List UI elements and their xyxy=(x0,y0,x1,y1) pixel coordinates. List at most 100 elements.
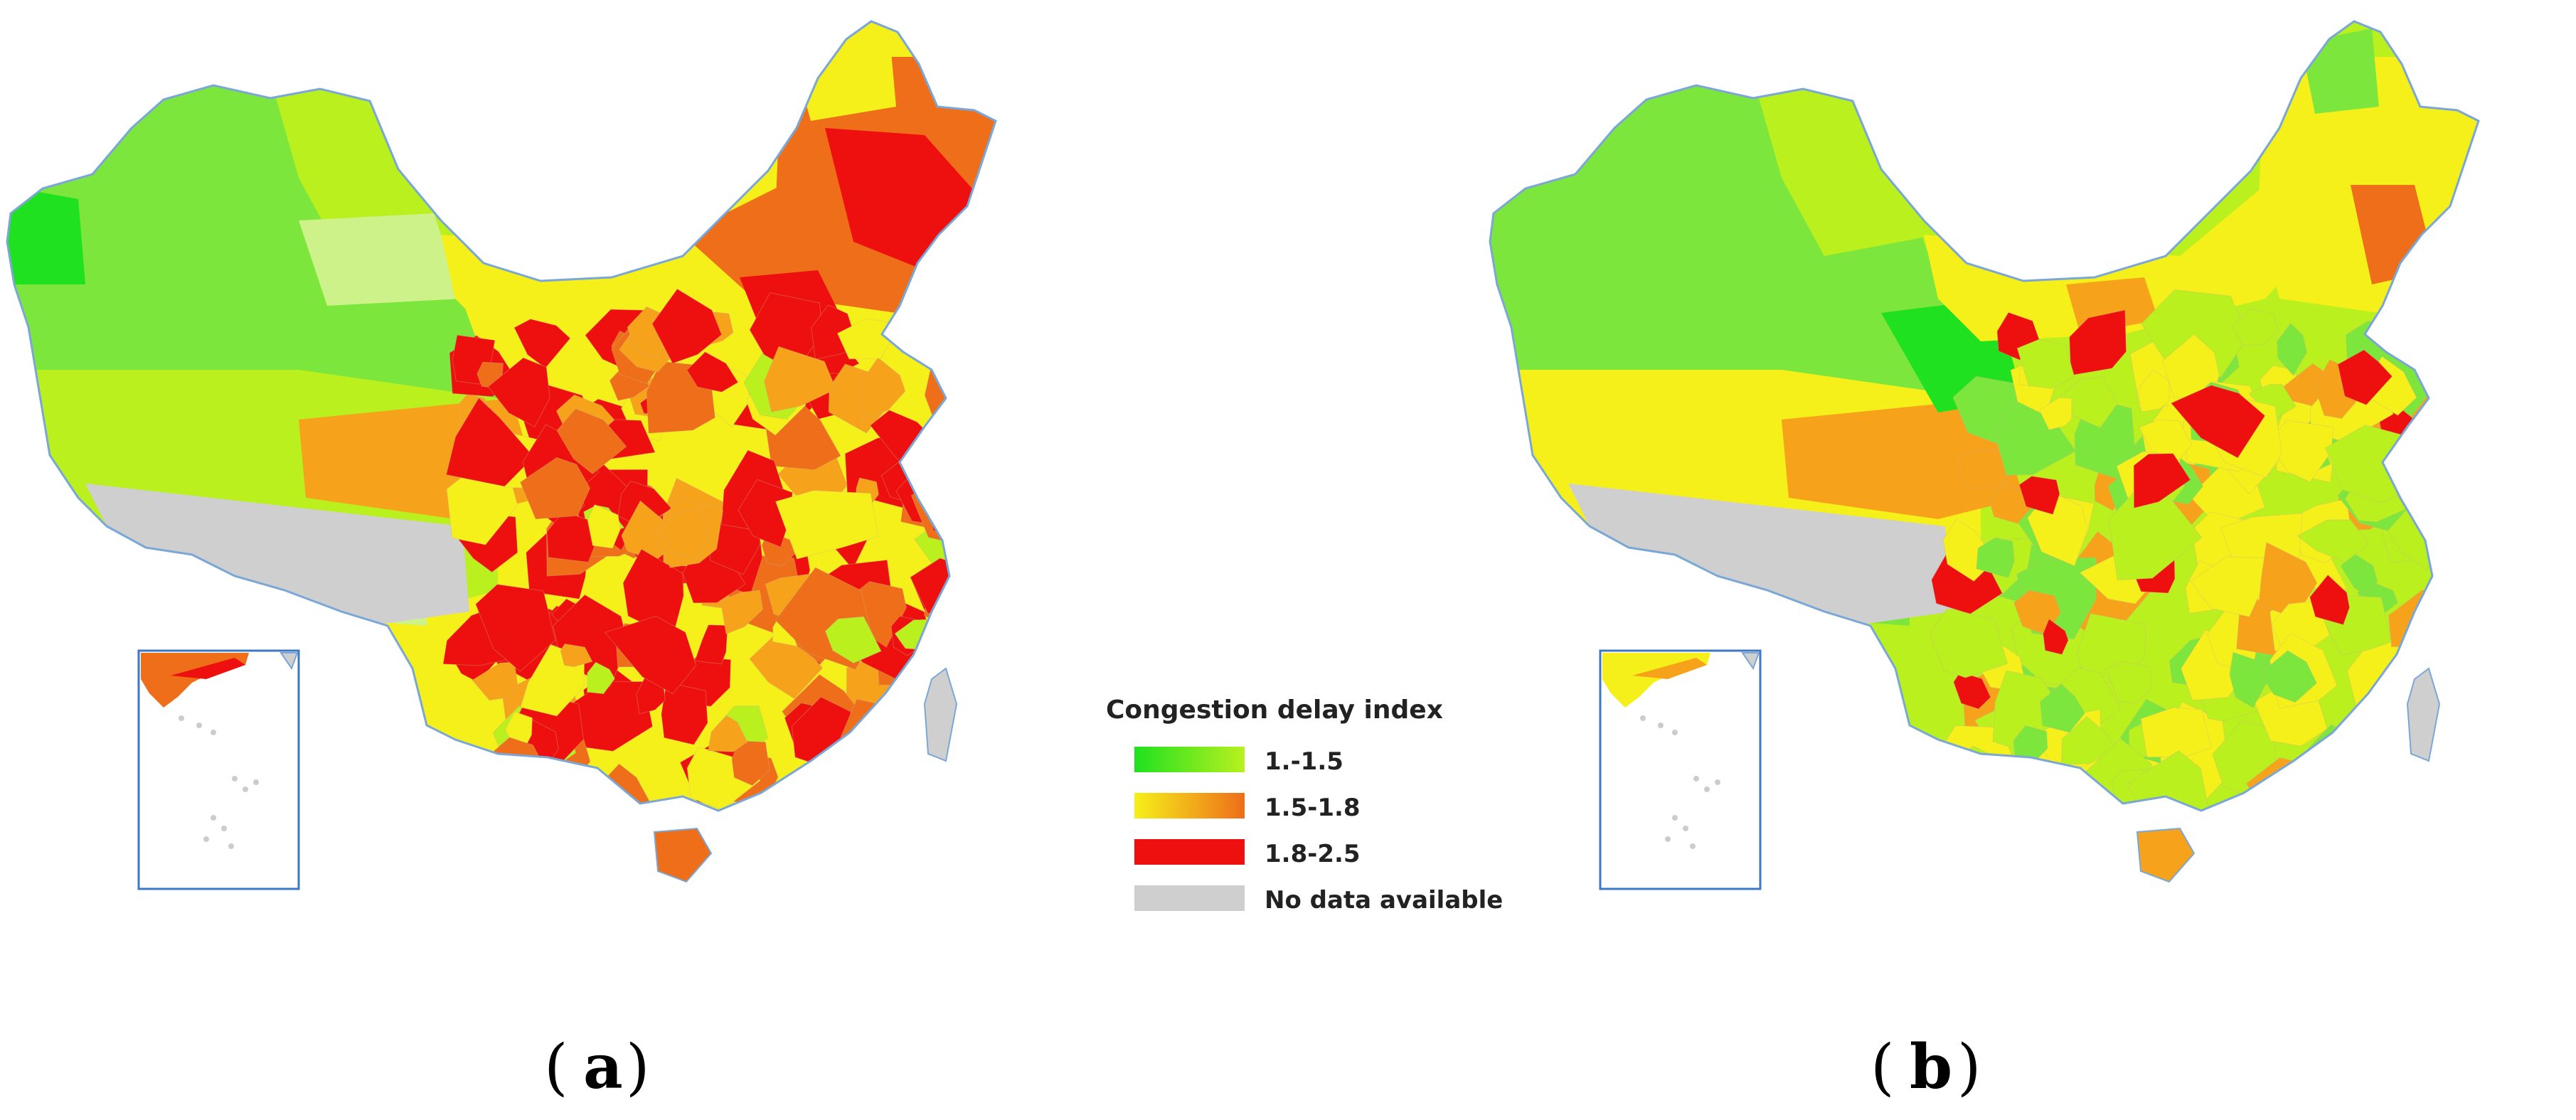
label-letter: a xyxy=(583,1031,623,1103)
prefecture-region xyxy=(2018,476,2060,516)
prefecture-region xyxy=(2060,715,2117,765)
prefecture-region xyxy=(519,457,591,520)
prefecture-region xyxy=(2331,743,2390,792)
prefecture-region xyxy=(560,643,593,668)
prefecture-region xyxy=(2284,767,2336,809)
prefecture-region xyxy=(487,357,550,427)
legend-item: 1.5-1.8 xyxy=(1134,793,1361,822)
legend-label: 1.5-1.8 xyxy=(1265,794,1361,822)
prefecture-region xyxy=(2038,397,2072,431)
prefecture-region xyxy=(1957,449,2008,489)
prefecture-region xyxy=(587,661,615,695)
label-paren-open: ( xyxy=(544,1032,568,1103)
prefecture-region xyxy=(2133,453,2191,509)
south-china-sea-inset xyxy=(1599,649,1762,890)
region-taiwan xyxy=(2406,667,2441,762)
prefecture-region xyxy=(1976,537,2015,579)
prefecture-region xyxy=(868,764,927,811)
prefecture-region xyxy=(928,601,982,645)
prefecture-region xyxy=(2009,769,2057,811)
prefecture-region xyxy=(534,779,572,809)
legend-swatch xyxy=(1134,793,1245,818)
prefecture-region xyxy=(914,765,980,811)
legend: Congestion delay index 1.-1.5 1.5-1.8 1.… xyxy=(1106,695,1503,914)
region-ne-green xyxy=(2301,28,2379,114)
prefecture-region xyxy=(455,765,522,811)
prefecture-region xyxy=(661,681,708,745)
panel-label-a: ( a ) xyxy=(544,1031,650,1103)
prefecture-region xyxy=(2126,750,2209,811)
region-qinghai xyxy=(1782,398,2023,519)
legend-item: No data available xyxy=(1134,885,1503,914)
legend-swatch xyxy=(1134,885,1245,911)
prefecture-region xyxy=(2295,779,2334,811)
prefecture-region xyxy=(1953,671,1991,710)
prefecture-region xyxy=(481,757,540,802)
prefecture-region xyxy=(731,740,770,786)
prefecture-region xyxy=(861,357,906,420)
map-panel-a xyxy=(6,20,997,890)
region-nodata-b xyxy=(1568,484,1952,626)
south-china-sea-inset xyxy=(137,649,300,890)
region-hainan xyxy=(2136,827,2196,883)
prefecture-region xyxy=(2277,322,2308,377)
region-taiwan xyxy=(923,667,958,762)
prefecture-region xyxy=(587,504,621,549)
prefecture-region xyxy=(924,356,996,441)
prefecture-region xyxy=(2137,369,2170,412)
prefecture-region xyxy=(2248,383,2296,418)
region-inner-mongolia xyxy=(1924,142,2365,341)
prefecture-region xyxy=(2043,618,2069,655)
prefecture-region xyxy=(824,616,882,664)
prefecture-region xyxy=(2381,302,2473,365)
label-letter: b xyxy=(1910,1031,1952,1103)
prefecture-region xyxy=(2069,309,2127,376)
legend-title: Congestion delay index xyxy=(1106,695,1443,725)
prefecture-region xyxy=(763,346,837,413)
prefecture-region xyxy=(2340,553,2378,594)
prefecture-region xyxy=(775,490,879,560)
prefecture-region xyxy=(2426,424,2466,461)
prefecture-region xyxy=(2059,375,2118,429)
prefecture-region xyxy=(2309,574,2351,626)
prefecture-region xyxy=(475,584,556,672)
label-paren-close: ) xyxy=(1957,1032,1981,1103)
map-panel-b xyxy=(1489,20,2480,890)
legend-swatch xyxy=(1134,747,1245,772)
china-map-b xyxy=(1489,20,2480,890)
region-west-tip xyxy=(7,185,85,284)
region-west-tip xyxy=(1490,185,1568,284)
prefecture-region xyxy=(651,288,723,364)
prefecture-region xyxy=(708,715,748,752)
region-light xyxy=(299,213,462,306)
prefecture-region xyxy=(2301,759,2352,811)
prefecture-region xyxy=(604,615,697,695)
region-nodata-a xyxy=(85,484,469,626)
prefecture-region xyxy=(2108,481,2203,581)
prefecture-region xyxy=(2140,707,2212,758)
prefecture-region xyxy=(944,620,983,650)
prefecture-region xyxy=(931,493,962,532)
prefecture-region xyxy=(445,397,535,487)
label-paren-close: ) xyxy=(626,1032,650,1103)
prefecture-region xyxy=(935,498,995,538)
legend-swatch xyxy=(1134,839,1245,865)
prefecture-region xyxy=(2232,308,2279,346)
prefecture-region xyxy=(2229,651,2269,709)
prefecture-region xyxy=(2417,301,2479,365)
region-hainan xyxy=(653,827,713,883)
legend-label: 1.-1.5 xyxy=(1265,747,1343,776)
legend-label: No data available xyxy=(1265,886,1503,914)
prefecture-region xyxy=(738,479,793,548)
prefecture-region xyxy=(2408,427,2446,462)
legend-item: 1.8-2.5 xyxy=(1134,839,1361,868)
prefecture-region xyxy=(2260,650,2318,703)
prefecture-region xyxy=(686,351,739,393)
prefecture-region xyxy=(877,764,940,811)
prefecture-region xyxy=(2407,754,2470,811)
prefecture-region xyxy=(2016,338,2075,389)
prefecture-region xyxy=(2170,385,2266,459)
china-map-a xyxy=(6,20,997,890)
prefecture-region xyxy=(556,408,627,475)
